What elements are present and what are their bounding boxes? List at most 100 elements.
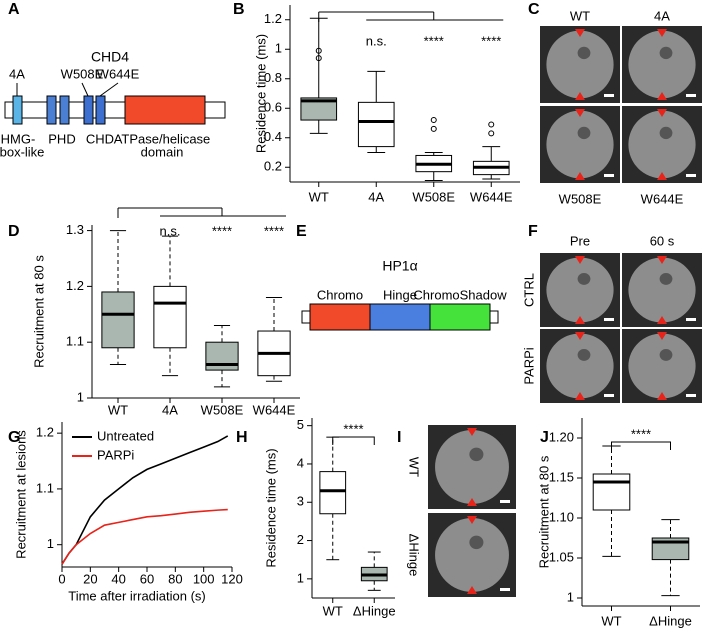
image-label: CTRL	[521, 273, 536, 307]
series-line	[61, 435, 229, 565]
panel-letter: I	[397, 429, 401, 446]
domain	[369, 303, 431, 331]
image-label: WT	[407, 457, 422, 477]
x-tick-label: W644E	[470, 189, 513, 204]
lesion-marker	[467, 498, 477, 506]
scale-bar	[686, 318, 696, 321]
lesion-marker	[657, 29, 667, 37]
protein-name: HP1α	[382, 258, 417, 274]
series-line	[61, 508, 228, 565]
nucleolus	[469, 535, 484, 550]
scale-bar	[500, 588, 510, 591]
nucleus	[435, 430, 509, 504]
domain	[83, 95, 94, 125]
domain-label: ATPase/helicase	[114, 131, 211, 146]
y-tick-label: 1.2	[66, 278, 84, 293]
box	[592, 473, 631, 511]
x-tick-label: 40	[111, 571, 125, 586]
scale-bar	[604, 94, 614, 97]
significance: ****	[343, 421, 363, 436]
box	[319, 471, 347, 515]
lesion-marker	[657, 256, 667, 264]
nucleolus	[577, 46, 591, 60]
domain	[124, 95, 206, 125]
panel-letter: F	[528, 223, 538, 240]
y-tick-label: 4	[297, 455, 304, 470]
y-tick-label: 0.6	[264, 100, 282, 115]
domain	[12, 95, 23, 125]
nucleus	[628, 257, 696, 323]
lesion-marker	[575, 256, 585, 264]
mutation-pointer	[81, 82, 89, 97]
y-tick-label: 1	[297, 570, 304, 585]
y-tick-label: 1.2	[264, 11, 282, 26]
nucleolus	[659, 348, 673, 361]
y-tick-label: 5	[297, 417, 304, 432]
y-axis-label: Recruitment at lesions	[13, 430, 28, 559]
y-tick-label: 1.1	[36, 480, 54, 495]
domain	[429, 303, 491, 331]
x-tick-label: W644E	[253, 402, 296, 417]
outlier	[315, 55, 322, 62]
box	[101, 291, 135, 349]
y-axis-label: Recruitment at 80 s	[31, 255, 46, 368]
panel-letter: G	[8, 429, 20, 446]
panel-letter: E	[296, 223, 307, 240]
nucleus	[628, 110, 696, 179]
nucleus	[628, 333, 696, 399]
significance: ****	[264, 223, 284, 238]
box	[357, 101, 395, 148]
image-label: ΔHinge	[407, 534, 422, 577]
nucleus	[546, 257, 614, 323]
nucleus	[546, 30, 614, 99]
x-tick-label: 4A	[162, 402, 178, 417]
domain	[95, 95, 106, 125]
domain-label: box-like	[0, 144, 44, 159]
domain-label: HMG-	[1, 131, 36, 146]
panel-letter: H	[236, 429, 248, 446]
nucleolus	[659, 46, 673, 60]
y-tick-label: 2	[297, 532, 304, 547]
x-tick-label: 0	[58, 571, 65, 586]
bracket	[332, 436, 375, 445]
outlier	[430, 125, 437, 132]
mutation-pointer	[99, 82, 119, 97]
y-tick-label: 1	[47, 536, 54, 551]
panel-letter: J	[540, 429, 549, 446]
y-tick-label: 1.3	[66, 222, 84, 237]
panel-letter: A	[8, 1, 20, 18]
lesion-marker	[467, 586, 477, 594]
mutation-label: 4A	[9, 66, 25, 81]
x-tick-label: WT	[601, 613, 621, 628]
y-tick-label: 1.20	[549, 429, 574, 444]
x-tick-label: WT	[309, 189, 329, 204]
lesion-marker	[657, 316, 667, 324]
lesion-marker	[657, 392, 667, 400]
mutation-label: W644E	[97, 66, 140, 81]
nucleus	[628, 30, 696, 99]
domain-label: domain	[141, 144, 184, 159]
x-tick-label: ΔHinge	[353, 603, 396, 618]
domain-label: PHD	[48, 131, 75, 146]
legend-label: PARPi	[97, 447, 134, 462]
y-axis-label: Recruitment at 80 s	[536, 455, 551, 568]
y-tick-label: 0.8	[264, 70, 282, 85]
x-tick-label: WT	[323, 603, 343, 618]
lesion-marker	[575, 392, 585, 400]
significance: ****	[424, 33, 444, 48]
nucleus	[546, 110, 614, 179]
y-tick-label: 1.2	[36, 425, 54, 440]
y-axis-label: Residence time (ms)	[253, 34, 268, 153]
lesion-marker	[467, 516, 477, 524]
image-label: PARPi	[521, 347, 536, 384]
x-tick-label: 80	[168, 571, 182, 586]
domain-label: Hinge	[383, 287, 417, 302]
image-label: W644E	[641, 191, 684, 206]
image-label: WT	[570, 8, 590, 23]
scale-bar	[686, 174, 696, 177]
x-tick-label: W508E	[201, 402, 244, 417]
lesion-marker	[575, 92, 585, 100]
y-tick-label: 3	[297, 494, 304, 509]
domain	[46, 95, 57, 125]
